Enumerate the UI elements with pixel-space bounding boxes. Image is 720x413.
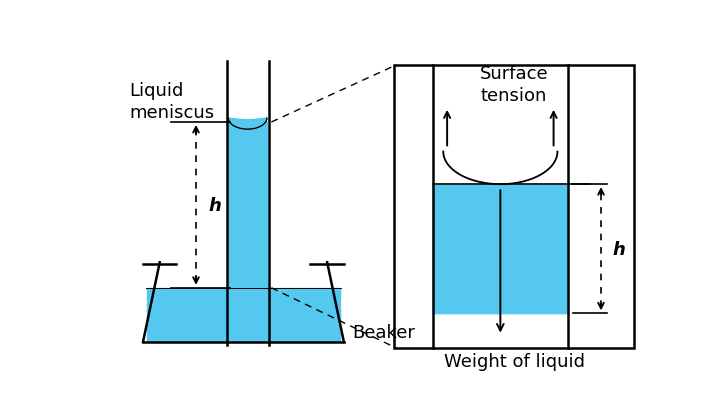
- Polygon shape: [433, 185, 567, 313]
- Polygon shape: [228, 123, 267, 288]
- Bar: [394, 66, 634, 349]
- Text: h: h: [208, 197, 221, 214]
- Polygon shape: [433, 152, 567, 185]
- Text: Surface
tension: Surface tension: [480, 64, 549, 104]
- Polygon shape: [228, 110, 267, 130]
- Polygon shape: [433, 185, 567, 313]
- Text: Liquid
meniscus: Liquid meniscus: [129, 81, 214, 121]
- Text: Weight of liquid: Weight of liquid: [444, 352, 585, 370]
- Polygon shape: [433, 152, 567, 185]
- Polygon shape: [147, 288, 340, 342]
- Polygon shape: [228, 119, 267, 130]
- Text: h: h: [612, 240, 625, 258]
- Text: Beaker: Beaker: [352, 324, 415, 342]
